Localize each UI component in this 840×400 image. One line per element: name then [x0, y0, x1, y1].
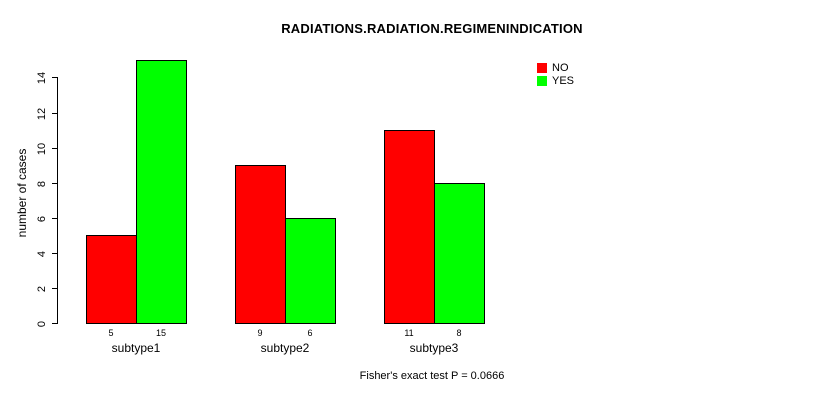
chart-title: RADIATIONS.RADIATION.REGIMENINDICATION [281, 21, 583, 36]
y-tick [52, 323, 57, 324]
y-tick [52, 148, 57, 149]
bar-yes-subtype1 [136, 60, 187, 324]
legend-label-yes: YES [552, 75, 575, 87]
bar-value-label-no-subtype3: 11 [404, 328, 414, 338]
y-tick [52, 288, 57, 289]
y-tick-label: 14 [36, 71, 48, 85]
y-tick [52, 253, 57, 254]
y-tick-label: 10 [36, 142, 48, 156]
bar-no-subtype3 [384, 130, 435, 324]
bar-yes-subtype2 [285, 218, 336, 324]
bar-yes-subtype3 [434, 183, 485, 324]
caption-fishers-test: Fisher's exact test P = 0.0666 [359, 370, 505, 382]
legend-swatch-no-icon [537, 63, 547, 73]
y-tick-label: 6 [36, 215, 48, 223]
y-tick-label: 8 [36, 180, 48, 188]
legend-item-yes: YES [537, 75, 575, 87]
y-tick [52, 183, 57, 184]
y-tick-label: 12 [36, 107, 48, 121]
bar-value-label-no-subtype1: 5 [108, 328, 114, 338]
y-tick-label: 0 [36, 320, 48, 328]
bar-value-label-no-subtype2: 9 [257, 328, 263, 338]
bar-value-label-yes-subtype1: 15 [155, 328, 166, 338]
legend: NO YES [537, 62, 575, 87]
bar-value-label-yes-subtype2: 6 [307, 328, 313, 338]
x-category-label-subtype2: subtype2 [260, 341, 310, 355]
bar-value-label-yes-subtype3: 8 [456, 328, 462, 338]
y-tick-label: 4 [36, 250, 48, 258]
legend-swatch-yes-icon [537, 76, 547, 86]
y-axis-title: number of cases [15, 148, 29, 238]
bar-no-subtype1 [86, 235, 137, 324]
y-tick [52, 77, 57, 78]
y-axis-line [57, 77, 58, 324]
legend-item-no: NO [537, 62, 574, 74]
y-tick [52, 218, 57, 219]
x-category-label-subtype3: subtype3 [409, 341, 459, 355]
y-tick-label: 2 [36, 285, 48, 293]
y-tick [52, 113, 57, 114]
legend-label-no: NO [552, 62, 569, 74]
x-category-label-subtype1: subtype1 [111, 341, 161, 355]
bar-no-subtype2 [235, 165, 286, 324]
